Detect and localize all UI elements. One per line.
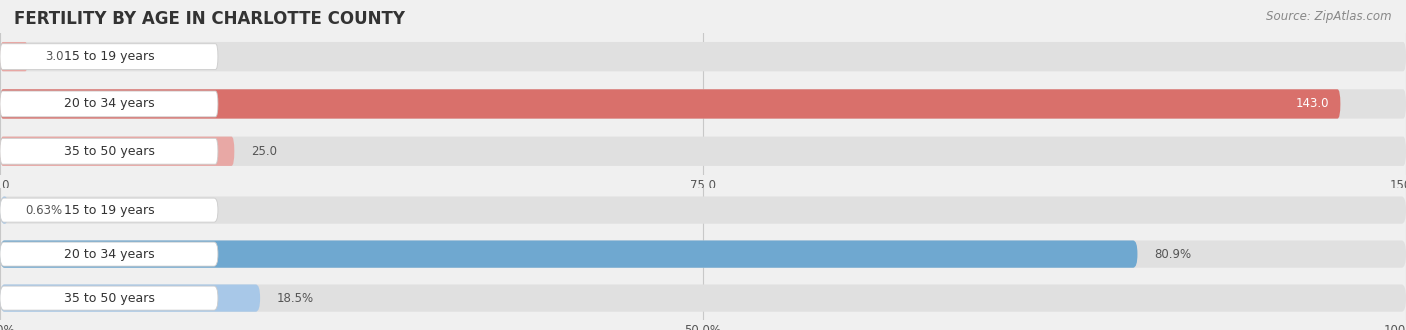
- FancyBboxPatch shape: [0, 286, 218, 310]
- FancyBboxPatch shape: [0, 42, 28, 71]
- Text: 35 to 50 years: 35 to 50 years: [63, 292, 155, 305]
- FancyBboxPatch shape: [0, 241, 1406, 268]
- Text: 80.9%: 80.9%: [1154, 248, 1191, 261]
- FancyBboxPatch shape: [0, 284, 260, 312]
- Text: FERTILITY BY AGE IN CHARLOTTE COUNTY: FERTILITY BY AGE IN CHARLOTTE COUNTY: [14, 10, 405, 28]
- Text: 3.0: 3.0: [45, 50, 63, 63]
- FancyBboxPatch shape: [0, 242, 218, 266]
- FancyBboxPatch shape: [0, 137, 1406, 166]
- FancyBboxPatch shape: [0, 44, 218, 70]
- Text: Source: ZipAtlas.com: Source: ZipAtlas.com: [1267, 10, 1392, 23]
- Text: 15 to 19 years: 15 to 19 years: [63, 50, 155, 63]
- FancyBboxPatch shape: [0, 198, 218, 222]
- FancyBboxPatch shape: [0, 196, 8, 224]
- Text: 15 to 19 years: 15 to 19 years: [63, 204, 155, 216]
- FancyBboxPatch shape: [0, 91, 218, 117]
- FancyBboxPatch shape: [0, 42, 1406, 71]
- FancyBboxPatch shape: [0, 284, 1406, 312]
- FancyBboxPatch shape: [0, 89, 1340, 118]
- Text: 143.0: 143.0: [1296, 97, 1329, 111]
- Text: 20 to 34 years: 20 to 34 years: [63, 97, 155, 111]
- Text: 35 to 50 years: 35 to 50 years: [63, 145, 155, 158]
- Text: 25.0: 25.0: [252, 145, 277, 158]
- Text: 20 to 34 years: 20 to 34 years: [63, 248, 155, 261]
- FancyBboxPatch shape: [0, 196, 1406, 224]
- FancyBboxPatch shape: [0, 89, 1406, 118]
- Text: 18.5%: 18.5%: [277, 292, 314, 305]
- FancyBboxPatch shape: [0, 137, 235, 166]
- FancyBboxPatch shape: [0, 241, 1137, 268]
- FancyBboxPatch shape: [0, 138, 218, 164]
- Text: 0.63%: 0.63%: [25, 204, 63, 216]
